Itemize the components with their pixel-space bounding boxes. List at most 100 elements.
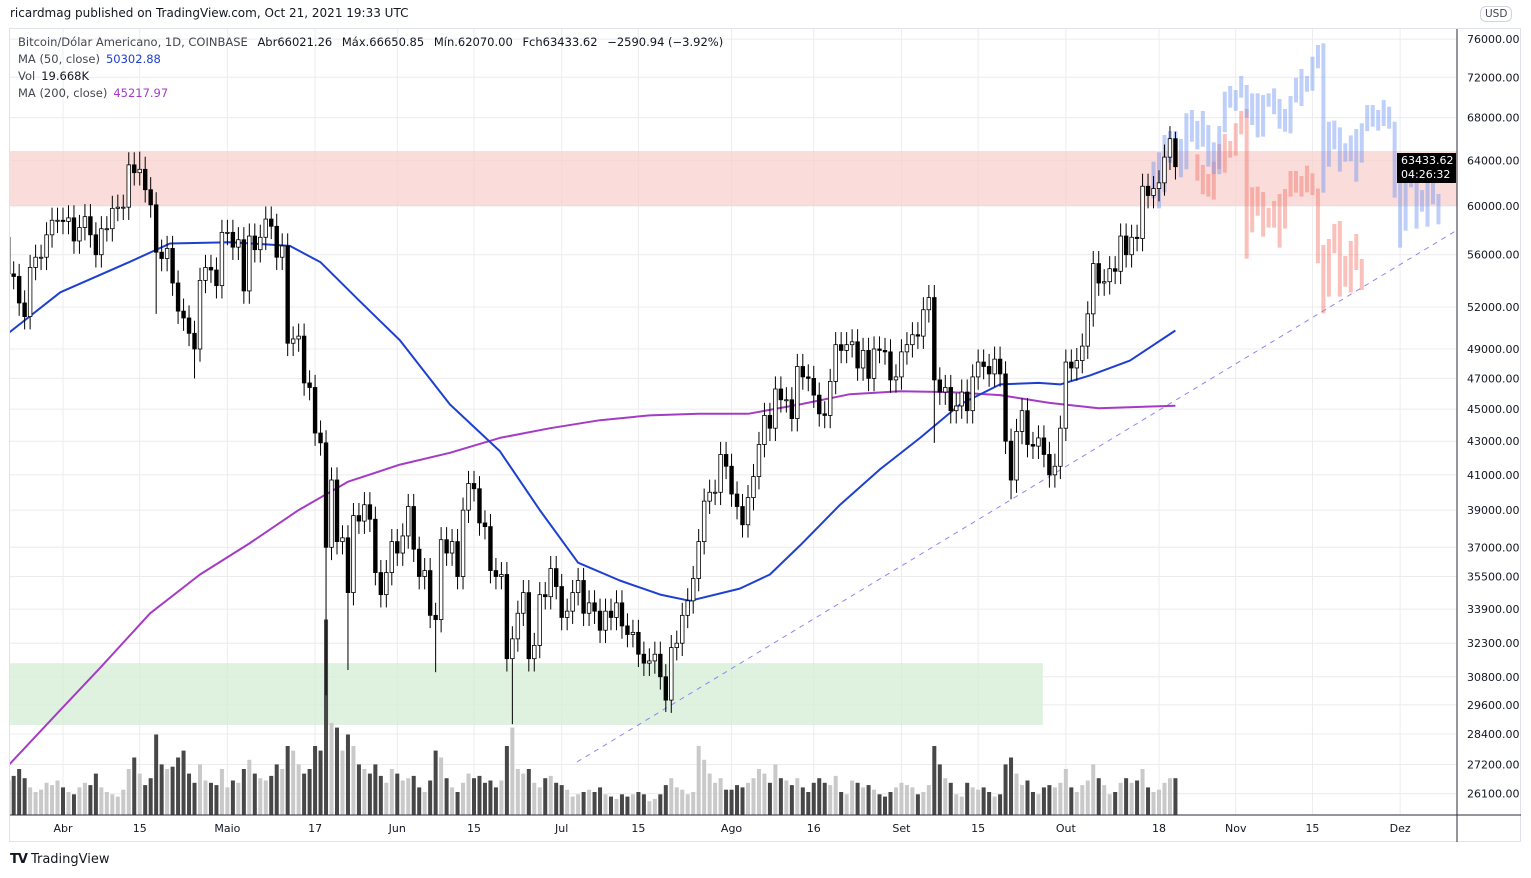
volume-bar [165,769,170,815]
candle [965,379,970,424]
projection-down-bar [1228,141,1233,158]
candle-body-down [778,388,784,401]
candle [948,374,953,424]
candle [608,598,614,631]
candle [378,559,384,608]
volume-bar [910,787,915,815]
candle [729,453,734,507]
candle-body-up [104,228,110,231]
volume-bar [208,782,213,815]
projection-up-bar [1359,123,1364,163]
candle [22,290,27,330]
candle-body-up [329,479,334,548]
symbol-title[interactable]: Bitcoin/Dólar Americano, 1D, COINBASE [18,35,248,49]
candle-body-down [1008,440,1014,481]
candle-body-up [137,168,142,174]
volume-bar [811,782,816,815]
candle [592,590,597,624]
candle [532,632,537,672]
volume-bar [422,792,427,815]
projection-down-bar [1206,174,1211,197]
currency-button[interactable]: USD [1480,6,1513,22]
vol-value: 19.668K [41,69,89,83]
support-zone [10,663,1043,725]
candle-body-down [477,488,482,524]
candle-body-up [55,219,60,222]
high-value: Máx.66650.85 [341,35,425,49]
price-tick-label: 68000.00 [1467,112,1520,125]
candle [351,502,356,606]
tradingview-logo[interactable]: TV TradingView [10,852,109,867]
volume-bar [1009,757,1014,815]
candle [691,565,696,614]
candle-body-down [608,610,614,618]
candle-body-up [1102,281,1107,284]
ma50-legend[interactable]: MA (50, close) 50302.88 [18,52,167,66]
candle [296,323,301,352]
projection-down-bar [1359,259,1364,290]
candle [66,205,71,235]
volume-bar [844,794,849,815]
projection-up-bar [1206,125,1211,167]
volume-bar [285,746,290,815]
time-tick-label: 15 [467,822,481,835]
volume-bar [291,750,296,815]
candle [110,195,115,242]
candle [860,337,866,381]
volume-bar [1091,764,1096,815]
volume-bar [1085,780,1090,815]
candle-body-down [986,366,992,375]
candle [904,332,910,365]
candle [554,556,559,600]
projection-up-bar [1222,91,1227,133]
candle-body-down [1145,185,1151,196]
time-tick-label: Maio [214,822,240,835]
candle-body-down [482,522,488,528]
price-tick-label: 35500.00 [1467,571,1520,584]
volume-bar [702,759,707,815]
volume-bar [88,785,93,815]
volume-bar [872,789,877,815]
candle-body-down [838,344,844,351]
candle [1003,361,1008,455]
candle [82,204,88,241]
candle-body-up [844,344,849,351]
candle-body-up [871,348,877,379]
volume-bar [82,782,87,815]
volume-bar [1113,792,1118,815]
price-tick-label: 56000.00 [1467,249,1520,262]
candle [806,364,811,392]
volume-legend[interactable]: Vol 19.668K [18,69,95,83]
projection-down-bar [1233,123,1238,156]
candle [225,219,230,246]
projection-down-bar [1222,134,1227,173]
candle [433,602,438,673]
candle-body-up [1140,185,1145,239]
candle [504,561,510,672]
candle-body-down [148,189,153,206]
volume-bar [33,792,38,815]
projection-up-bar [1425,175,1430,227]
volume-bar [247,759,252,815]
volume-bar [93,773,98,815]
time-tick-label: 15 [1305,822,1319,835]
candle-body-up [630,631,636,635]
candle-body-up [340,537,345,542]
volume-bar [762,773,767,815]
candle-body-up [44,234,49,258]
candle-body-down [241,239,247,292]
candle [263,206,268,251]
volume-bar [252,773,257,815]
candle-body-down [356,515,362,522]
candle-body-up [893,376,899,381]
candle-body-up [921,309,926,337]
ma200-legend[interactable]: MA (200, close) 45217.97 [18,86,174,100]
projection-up-bar [1326,121,1331,167]
candle [1052,453,1058,488]
candle-body-up [762,415,767,445]
candle [99,216,104,268]
candle [159,239,164,272]
candle-body-down [493,570,499,577]
candle-body-up [279,245,285,258]
